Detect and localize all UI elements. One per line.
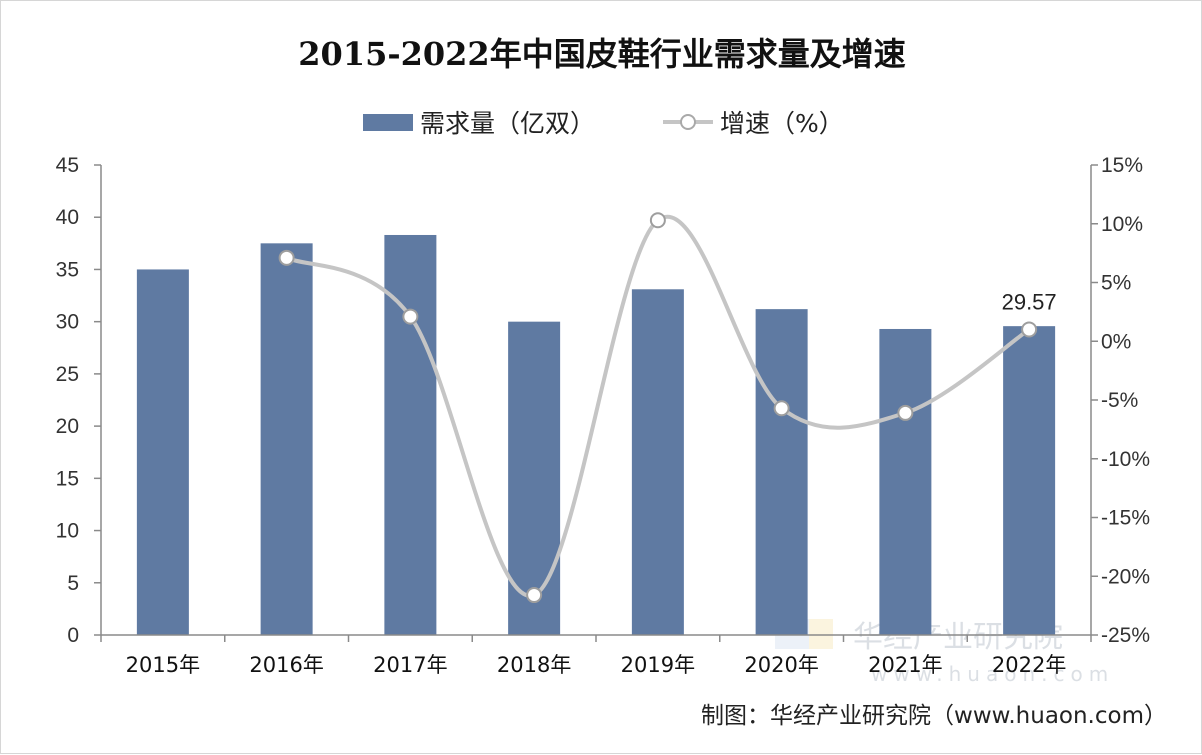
data-label: 29.57 [1002,290,1057,315]
right-tick-label: -15% [1101,507,1150,530]
right-tick-label: -5% [1101,389,1138,412]
bar-5 [755,309,808,635]
chart-title: 2015-2022年中国皮鞋行业需求量及增速 [298,35,905,73]
legend-line-marker [680,114,696,130]
x-tick-label: 2020年 [744,653,818,677]
growth-point-6 [1021,321,1038,338]
left-tick-label: 35 [56,258,79,281]
source-note: 制图：华经产业研究院（www.huaon.com） [701,703,1167,729]
x-tick-label: 2016年 [249,653,323,677]
x-tick-label: 2019年 [621,653,695,677]
left-tick-label: 0 [67,624,79,647]
watermark-logo-gold [809,619,833,649]
right-tick-label: -20% [1101,565,1150,588]
bar-2 [384,234,437,635]
growth-line-series [278,212,1038,604]
bar-3 [508,321,561,635]
right-tick-label: 10% [1101,213,1143,236]
left-tick-label: 5 [67,572,79,595]
growth-line-path [284,214,1032,598]
left-tick-label: 40 [56,206,79,229]
growth-point-2 [526,587,543,604]
growth-point-3 [649,212,666,229]
legend: 需求量（亿双） 增速（%） [363,109,844,138]
x-tick-label: 2022年 [992,653,1066,677]
bar-7 [1003,326,1056,635]
left-tick-label: 25 [56,363,79,386]
growth-point-5 [897,404,914,421]
axes: 0 5 10 15 20 25 30 35 40 45 -25% -20% -15% -10% -5% 0% 5… [56,154,1150,677]
x-tick-label: 2015年 [126,653,200,677]
data-labels: 29.57 [1002,290,1057,315]
growth-point-4 [773,400,790,417]
left-tick-label: 20 [56,415,79,438]
watermark: 华经产业研究院 www.huaon.com [775,619,1114,686]
growth-point-1 [402,308,419,325]
right-tick-label: -10% [1101,448,1150,471]
left-tick-label: 45 [56,154,79,177]
x-tick-label: 2021年 [868,653,942,677]
bar-0 [136,269,189,635]
watermark-url: www.huaon.com [871,662,1114,686]
bar-1 [260,243,313,636]
x-tick-label: 2018年 [497,653,571,677]
right-tick-label: 15% [1101,154,1143,177]
legend-line-label: 增速（%） [720,109,844,138]
left-tick-label: 30 [56,311,79,334]
right-tick-label: 5% [1101,272,1131,295]
bar-6 [879,328,932,635]
right-tick-label: 0% [1101,330,1131,353]
left-tick-label: 15 [56,467,79,490]
growth-point-0 [278,249,295,266]
right-tick-label: -25% [1101,624,1150,647]
legend-bar-swatch [363,114,413,131]
x-tick-label: 2017年 [373,653,447,677]
bar-4 [631,289,684,635]
bar-series [136,234,1056,636]
left-tick-label: 10 [56,520,79,543]
legend-bar-label: 需求量（亿双） [420,109,595,138]
